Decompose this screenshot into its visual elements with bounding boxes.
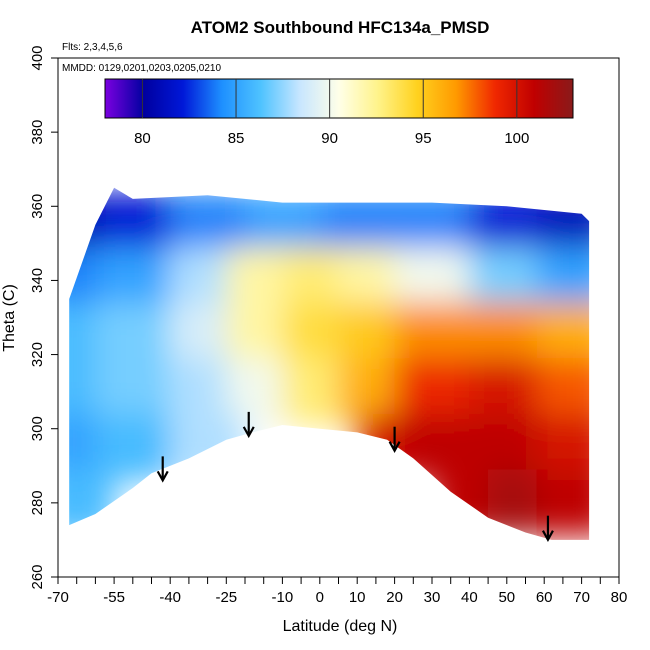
- x-tick-label: -70: [47, 589, 69, 606]
- x-tick-label: -55: [103, 589, 125, 606]
- x-tick-label: -40: [159, 589, 181, 606]
- y-tick-label: 380: [29, 120, 46, 145]
- colorbar-tick-label: 80: [134, 130, 151, 147]
- x-tick-label: -25: [215, 589, 237, 606]
- x-tick-label: 30: [424, 589, 441, 606]
- heatmap-cell: [95, 191, 171, 259]
- colorbar-tick-label: 90: [321, 130, 338, 147]
- colorbar-tick-label: 95: [415, 130, 432, 147]
- y-tick-label: 340: [29, 268, 46, 293]
- x-tick-label: 50: [498, 589, 515, 606]
- heatmap-field: [69, 191, 590, 537]
- down-arrow-icon: [388, 426, 401, 453]
- down-arrow-icon: [242, 411, 255, 439]
- heatmap-cell: [170, 413, 245, 481]
- arrow-markers: [156, 411, 554, 542]
- x-axis: -70 -55 -40 -25 -10 0 10 20 30 40 50 60 70 80: [47, 576, 628, 606]
- down-arrow-icon: [541, 515, 554, 542]
- colorbar-tick-label: 85: [228, 130, 245, 147]
- x-tick-label: 0: [316, 589, 324, 606]
- colorbar-gradient: [104, 78, 574, 119]
- x-tick-label: 70: [573, 589, 590, 606]
- x-tick-label: 40: [461, 589, 478, 606]
- y-tick-label: 360: [29, 194, 46, 219]
- colorbar-tick-label: 100: [504, 130, 529, 147]
- y-axis: 260 280 300 320 340 360 380 400: [29, 45, 59, 590]
- x-axis-title: Latitude (deg N): [283, 618, 398, 635]
- heatmap-cell: [170, 191, 245, 259]
- flights-annotation: Flts: 2,3,4,5,6: [62, 42, 123, 53]
- heatmap-cell: [536, 469, 590, 537]
- dates-annotation: MMDD: 0129,0201,0203,0205,0210: [62, 63, 221, 74]
- y-tick-label: 300: [29, 416, 46, 441]
- chart-title: ATOM2 Southbound HFC134a_PMSD: [191, 18, 490, 37]
- x-tick-label: 80: [611, 589, 628, 606]
- arrow-head: [541, 530, 554, 542]
- x-tick-label: 60: [536, 589, 553, 606]
- y-tick-label: 320: [29, 342, 46, 367]
- arrow-head: [242, 426, 255, 439]
- arrow-head: [388, 441, 401, 453]
- x-tick-label: 10: [349, 589, 366, 606]
- down-arrow-icon: [156, 456, 169, 483]
- heatmap-cell: [69, 469, 115, 537]
- y-axis-title: Theta (C): [1, 284, 18, 352]
- y-tick-label: 280: [29, 490, 46, 515]
- colorbar: 80 85 90 95 100: [104, 78, 574, 147]
- x-tick-label: 20: [386, 589, 403, 606]
- y-tick-label: 400: [29, 45, 46, 70]
- x-tick-label: -10: [272, 589, 294, 606]
- y-tick-label: 260: [29, 564, 46, 589]
- arrow-head: [156, 470, 169, 483]
